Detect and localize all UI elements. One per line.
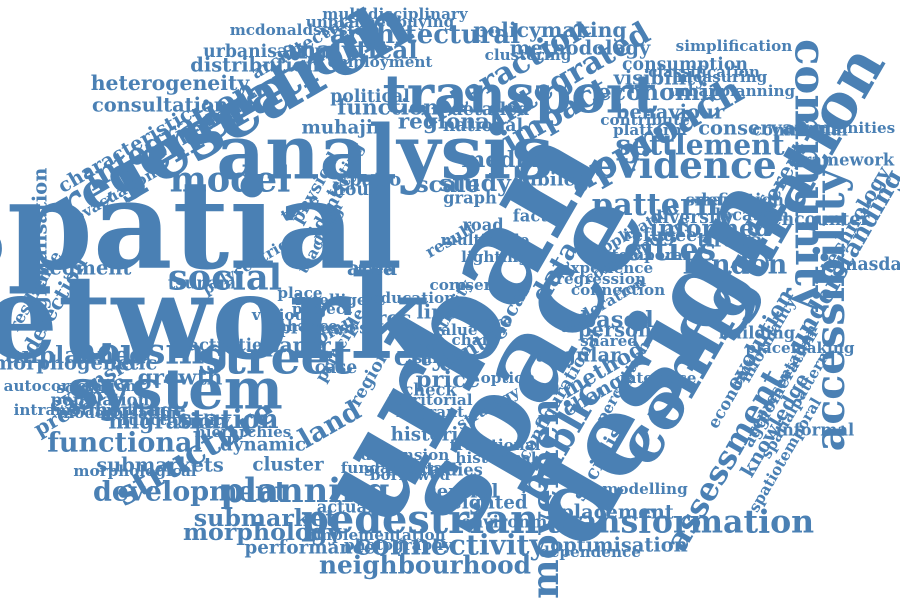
word-jubilee: jubilee (515, 170, 587, 191)
word-model: model (170, 160, 291, 201)
word-development: development (93, 477, 287, 508)
word-actual: actual (317, 498, 374, 517)
word-central: central (426, 482, 499, 503)
word-environment: environment (461, 513, 578, 532)
word-dependence: dependence (539, 543, 641, 561)
word-consultation: consultation (92, 94, 228, 117)
word-london: london (683, 250, 788, 281)
word-option: option (481, 369, 536, 387)
word-hierarchies: hierarchies (195, 423, 292, 441)
word-detailed: detailed (451, 100, 529, 120)
word-clustering: clustering (485, 46, 572, 64)
word-tirana: tirana (697, 229, 763, 252)
word-cluster: cluster (252, 455, 324, 476)
word-placement: placement (560, 501, 674, 524)
word-muhajir: muhajir (302, 118, 383, 139)
word-traditional: traditional (450, 436, 541, 454)
word-modelling: modelling (602, 480, 688, 498)
word-activities: activities (188, 336, 271, 355)
word-photography: photography (344, 536, 453, 554)
word-fundamental: fundamental (341, 459, 450, 477)
word-multidisciplinary: multidisciplinary (322, 5, 469, 23)
word-employment: employment (328, 53, 433, 71)
word-multiscale: multiscale (441, 231, 530, 249)
word-shared: shared (580, 332, 638, 350)
word-scalar: scalar (56, 379, 108, 397)
word-morphological: morphological (73, 462, 196, 480)
word-lighting: lighting (461, 248, 529, 266)
word-enhance: enhance (266, 317, 338, 335)
word-communities: communities (785, 119, 895, 137)
word-contribute: contribute (600, 111, 690, 129)
word-morphogenetic: morphogenetic (0, 352, 157, 375)
word-factor: factor (513, 207, 568, 226)
word-masdar: masdar (839, 255, 900, 275)
word-proc: proc (363, 307, 412, 330)
word-face: face (357, 261, 392, 279)
word-graph: graph (443, 189, 497, 208)
word-political: political (330, 87, 410, 107)
word-definition: definition (696, 191, 784, 210)
word-framework: framework (796, 151, 895, 170)
word-temporal: temporal (611, 246, 688, 264)
word-chain: chain (452, 331, 499, 349)
word-migrant: migrant (396, 403, 464, 421)
word-simplification: simplification (676, 37, 793, 55)
word-measuring: measuring (677, 68, 768, 86)
word-safety: safety (414, 349, 466, 367)
word-user: user (454, 276, 492, 294)
